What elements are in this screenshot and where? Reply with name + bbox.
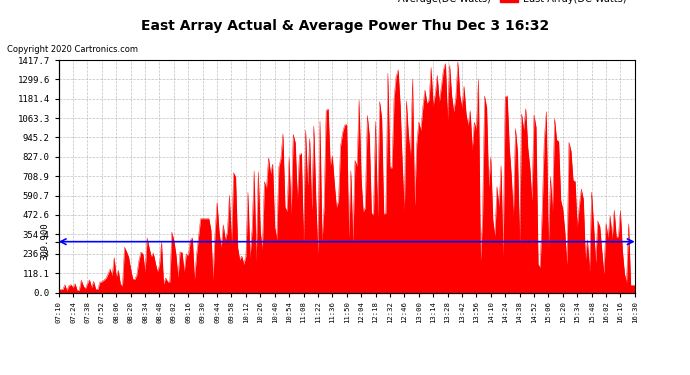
Text: East Array Actual & Average Power Thu Dec 3 16:32: East Array Actual & Average Power Thu De…: [141, 19, 549, 33]
Legend: Average(DC Watts), East Array(DC Watts): Average(DC Watts), East Array(DC Watts): [371, 0, 630, 8]
Text: Copyright 2020 Cartronics.com: Copyright 2020 Cartronics.com: [7, 45, 138, 54]
